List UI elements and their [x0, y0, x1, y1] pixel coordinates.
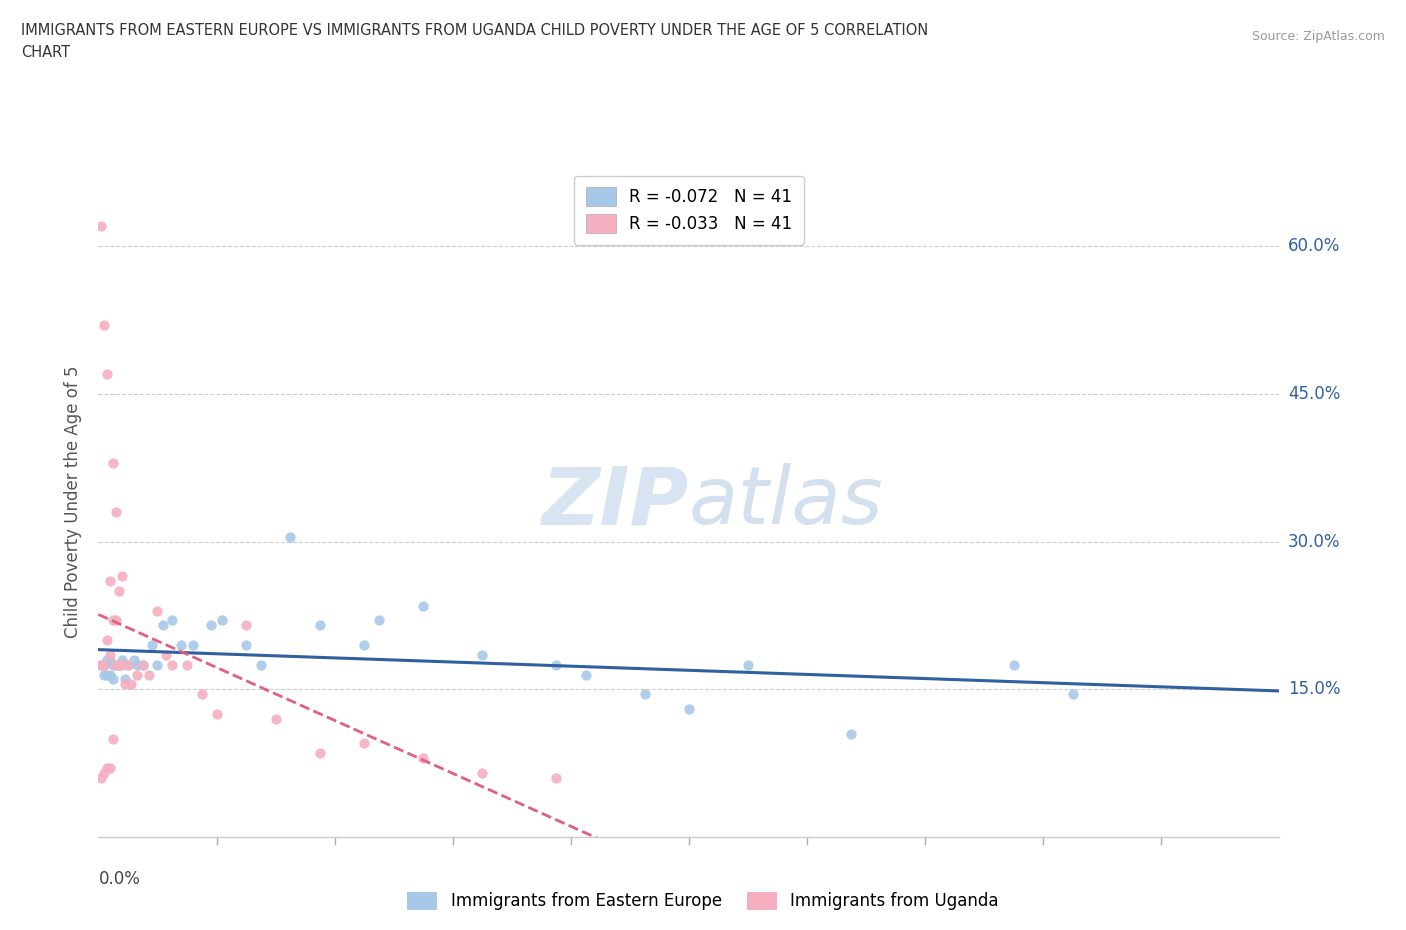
Point: [205, 707, 228, 722]
Point: [93, 658, 115, 672]
Point: [103, 731, 125, 746]
Point: [235, 618, 257, 632]
Text: 30.0%: 30.0%: [1288, 533, 1340, 551]
Point: [309, 746, 332, 761]
Point: [122, 652, 145, 667]
Point: [146, 658, 169, 672]
Point: [96, 632, 118, 647]
Point: [152, 618, 174, 632]
Point: [353, 638, 375, 653]
Point: [103, 613, 125, 628]
Point: [96, 761, 118, 776]
Point: [98, 667, 121, 682]
Point: [181, 638, 204, 653]
Point: [105, 613, 128, 628]
Text: 0.0%: 0.0%: [98, 870, 141, 888]
Point: [111, 568, 134, 583]
Legend: Immigrants from Eastern Europe, Immigrants from Uganda: Immigrants from Eastern Europe, Immigran…: [401, 885, 1005, 917]
Point: [839, 726, 862, 741]
Point: [544, 658, 567, 672]
Point: [191, 686, 214, 701]
Point: [103, 658, 125, 672]
Point: [162, 613, 183, 628]
Text: ZIP: ZIP: [541, 463, 689, 541]
Point: [211, 613, 233, 628]
Point: [574, 667, 596, 682]
Point: [108, 658, 131, 672]
Point: [93, 317, 115, 332]
Point: [103, 456, 125, 471]
Point: [132, 658, 155, 672]
Point: [93, 658, 115, 672]
Point: [162, 658, 183, 672]
Point: [120, 677, 142, 692]
Point: [235, 638, 257, 653]
Point: [1062, 686, 1084, 701]
Point: [105, 505, 128, 520]
Point: [98, 652, 121, 667]
Point: [90, 658, 112, 672]
Point: [368, 613, 391, 628]
Point: [737, 658, 759, 672]
Point: [90, 658, 112, 672]
Point: [125, 658, 148, 672]
Point: [176, 658, 198, 672]
Point: [250, 658, 273, 672]
Point: [90, 219, 112, 234]
Y-axis label: Child Poverty Under the Age of 5: Child Poverty Under the Age of 5: [65, 365, 83, 639]
Point: [90, 770, 112, 785]
Point: [264, 711, 287, 726]
Point: [412, 598, 434, 613]
Point: [155, 647, 177, 662]
Point: [309, 618, 332, 632]
Point: [96, 667, 118, 682]
Point: [98, 647, 121, 662]
Point: [278, 529, 302, 544]
Point: [412, 751, 434, 765]
Point: [132, 658, 155, 672]
Point: [105, 658, 128, 672]
Point: [98, 574, 121, 589]
Point: [146, 603, 169, 618]
Text: 60.0%: 60.0%: [1288, 237, 1340, 255]
Text: 15.0%: 15.0%: [1288, 680, 1340, 698]
Text: IMMIGRANTS FROM EASTERN EUROPE VS IMMIGRANTS FROM UGANDA CHILD POVERTY UNDER THE: IMMIGRANTS FROM EASTERN EUROPE VS IMMIGR…: [21, 23, 928, 38]
Point: [633, 686, 655, 701]
Point: [678, 701, 700, 716]
Point: [117, 658, 139, 672]
Point: [103, 672, 125, 687]
Point: [114, 672, 136, 687]
Point: [93, 765, 115, 780]
Point: [117, 658, 139, 672]
Point: [138, 667, 160, 682]
Point: [170, 638, 193, 653]
Point: [544, 770, 567, 785]
Point: [141, 638, 163, 653]
Point: [96, 366, 118, 381]
Point: [353, 736, 375, 751]
Text: atlas: atlas: [689, 463, 884, 541]
Point: [111, 652, 134, 667]
Point: [125, 667, 148, 682]
Point: [114, 677, 136, 692]
Point: [1002, 658, 1025, 672]
Text: CHART: CHART: [21, 45, 70, 60]
Point: [200, 618, 222, 632]
Text: Source: ZipAtlas.com: Source: ZipAtlas.com: [1251, 30, 1385, 43]
Point: [96, 652, 118, 667]
Legend: R = -0.072   N = 41, R = -0.033   N = 41: R = -0.072 N = 41, R = -0.033 N = 41: [574, 176, 804, 245]
Point: [108, 583, 131, 598]
Point: [471, 647, 494, 662]
Text: 45.0%: 45.0%: [1288, 385, 1340, 403]
Point: [471, 765, 494, 780]
Point: [98, 761, 121, 776]
Point: [111, 658, 134, 672]
Point: [105, 658, 128, 672]
Point: [108, 658, 131, 672]
Point: [93, 667, 115, 682]
